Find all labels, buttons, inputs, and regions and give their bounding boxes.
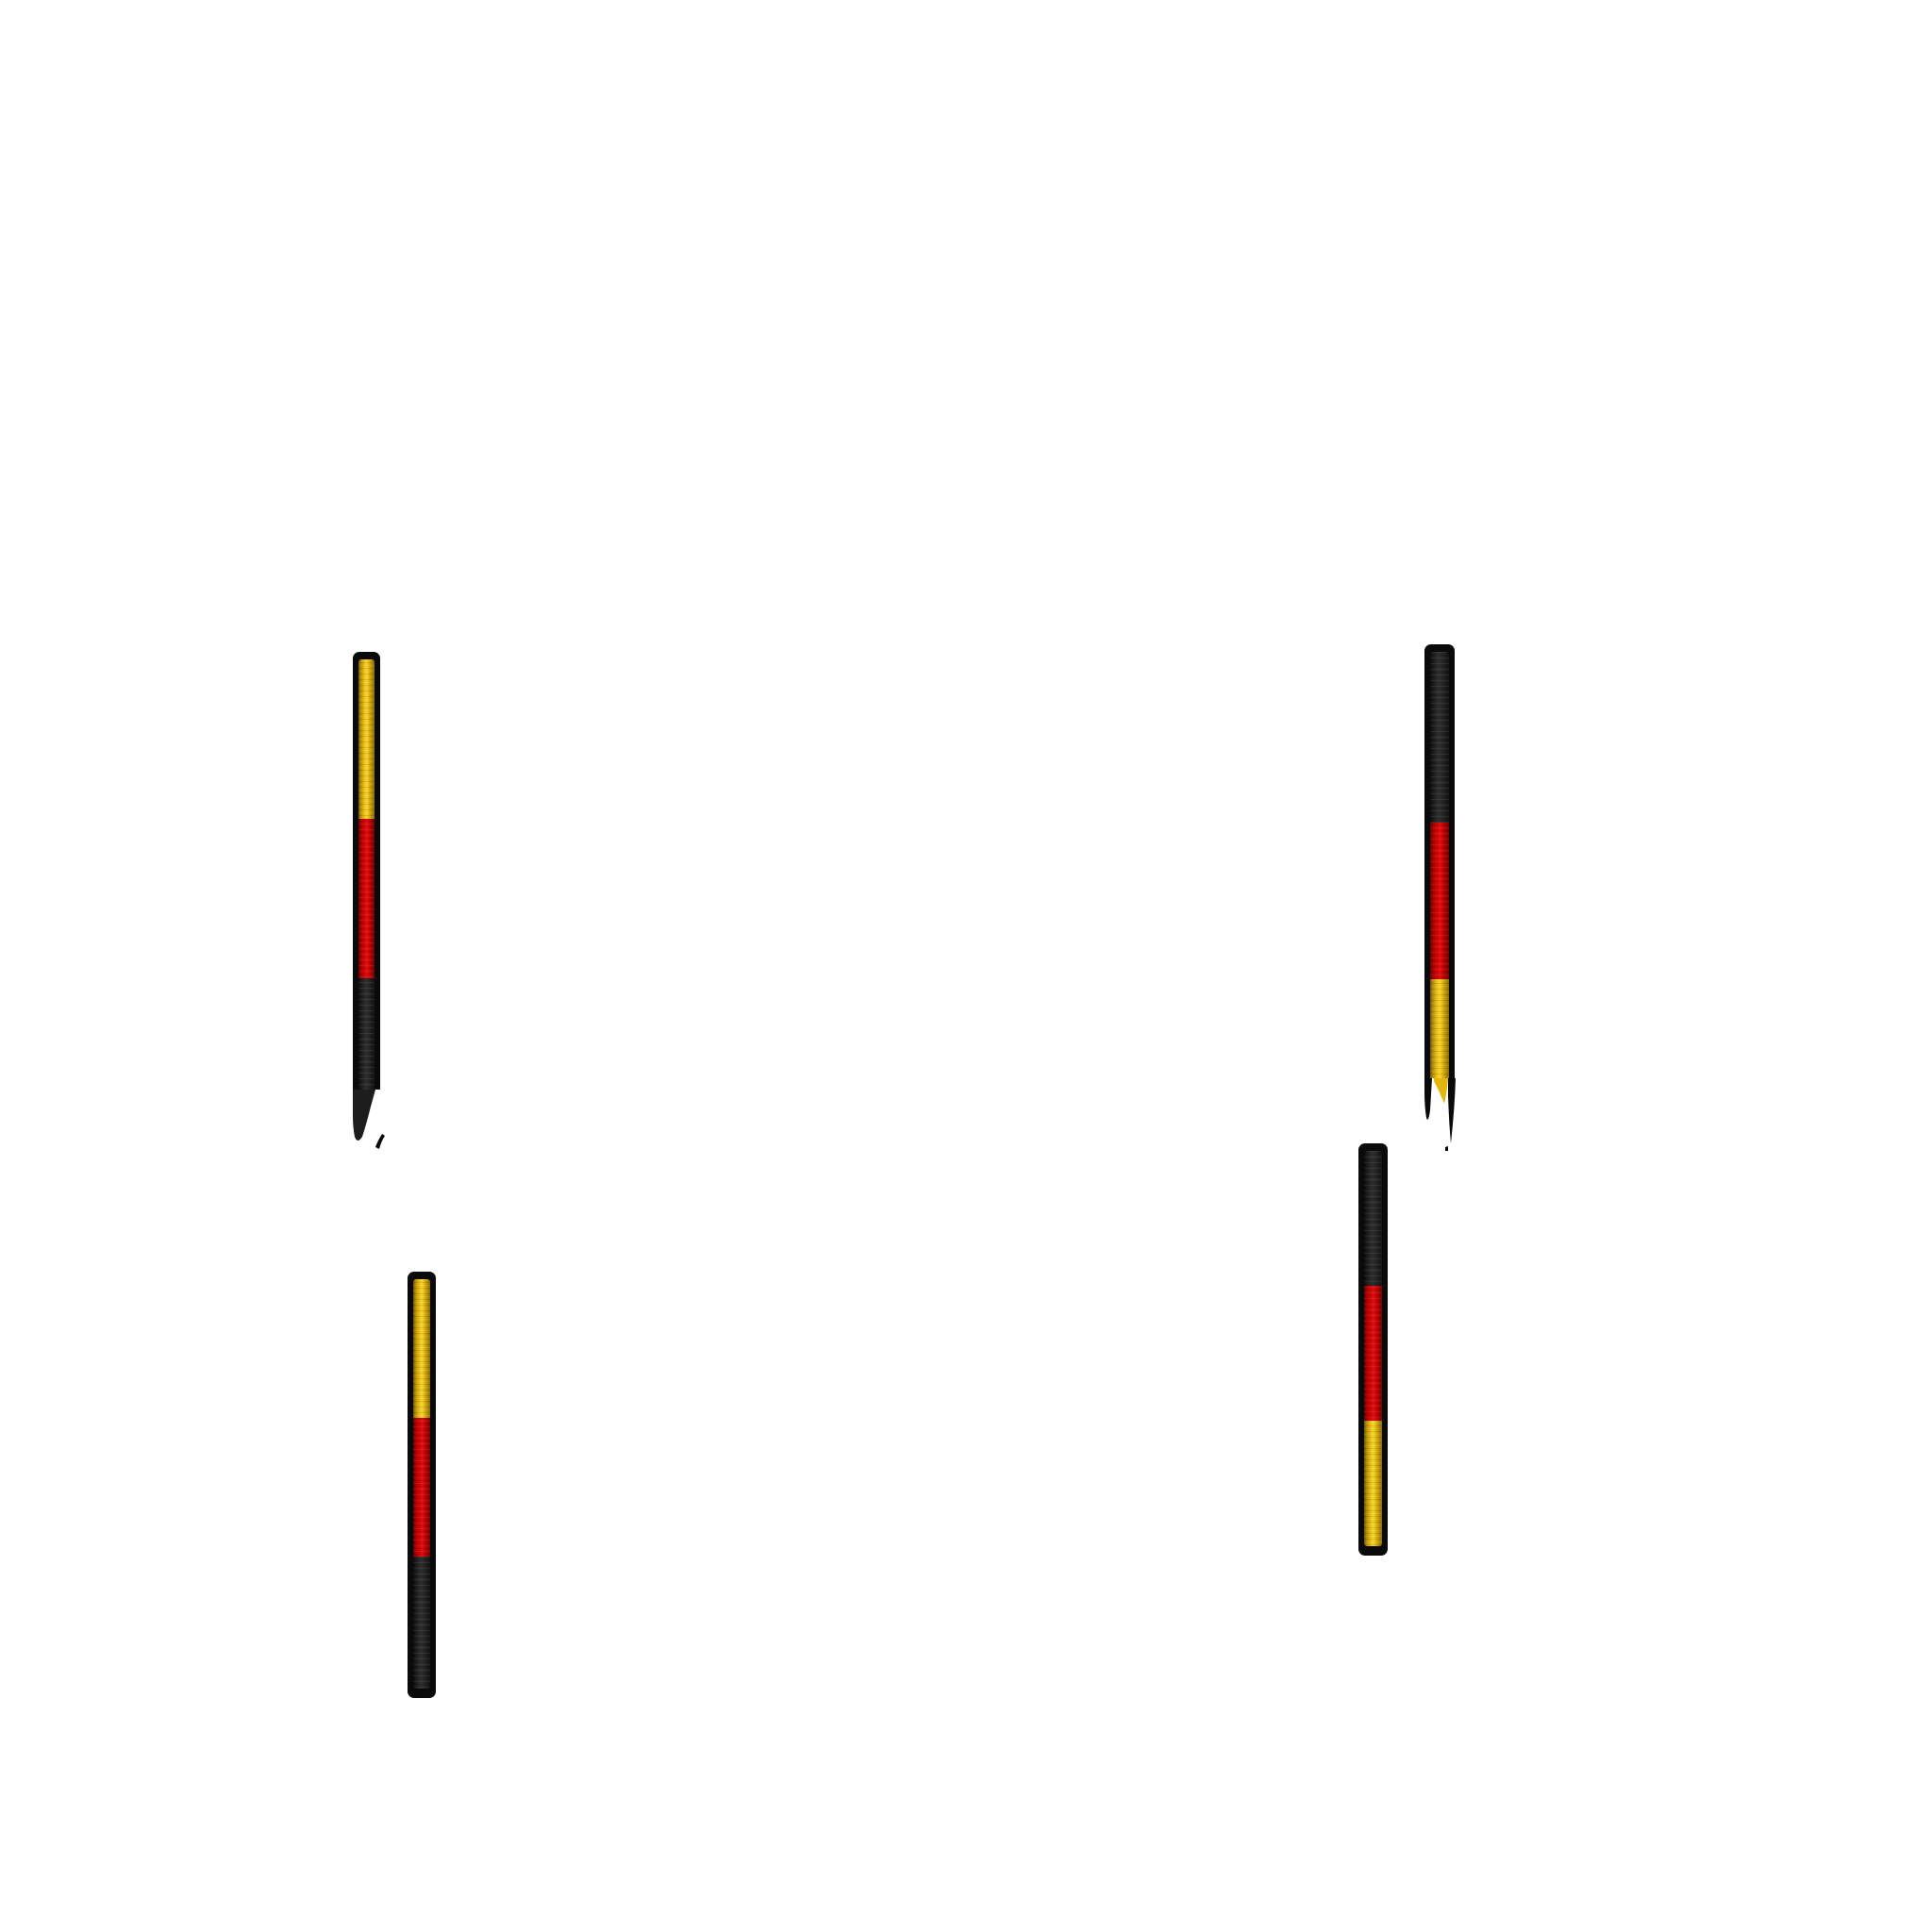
striped-pole-bottom-left [408, 1272, 436, 1698]
pole-segment-red [413, 1418, 430, 1557]
pole-fill-bottom-right [1364, 1151, 1382, 1546]
pole-segment-red [1364, 1286, 1382, 1421]
pole-bottom-remnant-top-right [1424, 1078, 1456, 1151]
pole-bottom-remnant-top-left [353, 1090, 385, 1149]
outline-dot [1445, 1146, 1448, 1151]
pole-foot-dark-taper [353, 1090, 375, 1141]
pole-fill-top-right [1430, 652, 1449, 1078]
pole-segment-dark [1430, 652, 1449, 823]
outline-sliver-left [1424, 1078, 1432, 1120]
outline-tick [375, 1134, 385, 1149]
pole-segment-gold [413, 1279, 430, 1418]
striped-pole-top-right [1424, 644, 1455, 1078]
striped-pole-bottom-right [1358, 1143, 1388, 1556]
pole-segment-dark [413, 1557, 430, 1689]
gold-wedge [1434, 1078, 1448, 1104]
pole-fill-top-left [358, 659, 375, 1090]
striped-pole-top-left [353, 652, 380, 1090]
outline-strip-right [1448, 1078, 1456, 1143]
pole-segment-dark [358, 978, 375, 1090]
pole-segment-dark [1364, 1151, 1382, 1286]
pole-segment-gold [1364, 1421, 1382, 1546]
pole-segment-red [358, 819, 375, 978]
pole-segment-red [1430, 823, 1449, 979]
pole-segment-gold [1430, 979, 1449, 1078]
pole-fill-bottom-left [413, 1279, 430, 1689]
pole-segment-gold [358, 659, 375, 819]
